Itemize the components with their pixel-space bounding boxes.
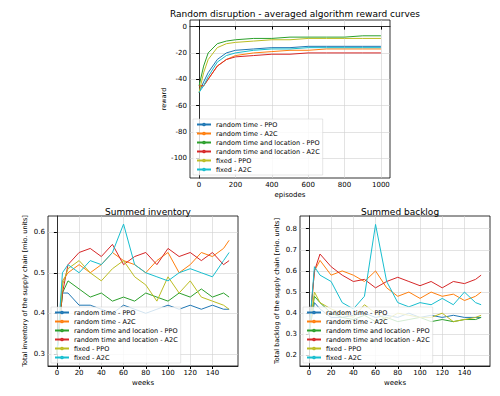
svg-text:reward: reward xyxy=(160,88,168,111)
svg-text:0.5: 0.5 xyxy=(34,269,45,277)
svg-text:140: 140 xyxy=(458,369,471,377)
svg-text:1000: 1000 xyxy=(372,181,390,189)
svg-text:episodes: episodes xyxy=(274,191,305,199)
svg-text:-60: -60 xyxy=(176,102,187,110)
svg-text:0.6: 0.6 xyxy=(34,228,46,236)
svg-text:0.4: 0.4 xyxy=(286,309,298,317)
svg-text:120: 120 xyxy=(184,369,197,377)
svg-text:random time - PPO: random time - PPO xyxy=(326,309,387,317)
svg-text:60: 60 xyxy=(119,369,128,377)
svg-text:weeks: weeks xyxy=(132,379,154,387)
svg-text:0.2: 0.2 xyxy=(286,351,297,359)
svg-text:100: 100 xyxy=(413,369,426,377)
svg-text:0.7: 0.7 xyxy=(286,246,297,254)
svg-text:fixed - PPO: fixed - PPO xyxy=(216,157,251,165)
svg-text:-40: -40 xyxy=(176,75,187,83)
svg-text:400: 400 xyxy=(265,181,278,189)
svg-text:800: 800 xyxy=(338,181,351,189)
svg-text:Summed inventory: Summed inventory xyxy=(105,207,192,217)
svg-text:80: 80 xyxy=(393,369,402,377)
svg-text:random time - PPO: random time - PPO xyxy=(216,121,277,129)
svg-text:Summed backlog: Summed backlog xyxy=(361,207,439,217)
svg-text:random time and location - A2C: random time and location - A2C xyxy=(74,336,178,344)
svg-text:0: 0 xyxy=(307,369,311,377)
svg-text:fixed - PPO: fixed - PPO xyxy=(326,345,361,353)
svg-text:Total backlog of the supply ch: Total backlog of the supply chain [mio. … xyxy=(273,218,281,365)
svg-text:0.8: 0.8 xyxy=(286,225,297,233)
svg-text:100: 100 xyxy=(161,369,174,377)
svg-text:200: 200 xyxy=(229,181,242,189)
svg-text:random time and location - PPO: random time and location - PPO xyxy=(74,327,178,335)
svg-text:random time - A2C: random time - A2C xyxy=(74,318,136,326)
svg-text:20: 20 xyxy=(327,369,336,377)
svg-text:40: 40 xyxy=(97,369,106,377)
svg-text:0.3: 0.3 xyxy=(286,330,297,338)
svg-text:-20: -20 xyxy=(176,49,187,57)
svg-text:fixed - A2C: fixed - A2C xyxy=(74,354,110,362)
svg-text:random time - A2C: random time - A2C xyxy=(326,318,388,326)
svg-text:0: 0 xyxy=(183,23,187,31)
svg-text:-80: -80 xyxy=(176,128,187,136)
svg-text:140: 140 xyxy=(206,369,219,377)
svg-text:-100: -100 xyxy=(171,154,187,162)
svg-text:120: 120 xyxy=(436,369,449,377)
svg-text:weeks: weeks xyxy=(384,379,406,387)
svg-text:random time and location - A2C: random time and location - A2C xyxy=(326,336,430,344)
svg-text:random time and location - PPO: random time and location - PPO xyxy=(326,327,430,335)
svg-text:random time - PPO: random time - PPO xyxy=(74,309,135,317)
svg-text:random time and location - PPO: random time and location - PPO xyxy=(216,139,320,147)
svg-text:40: 40 xyxy=(349,369,358,377)
svg-text:0: 0 xyxy=(197,181,201,189)
svg-text:random time and location - A2C: random time and location - A2C xyxy=(216,148,320,156)
svg-text:0.6: 0.6 xyxy=(286,267,298,275)
svg-text:fixed - A2C: fixed - A2C xyxy=(216,166,252,174)
svg-text:20: 20 xyxy=(75,369,84,377)
svg-text:0.5: 0.5 xyxy=(286,288,297,296)
svg-text:0: 0 xyxy=(55,369,59,377)
svg-text:fixed - A2C: fixed - A2C xyxy=(326,354,362,362)
svg-text:60: 60 xyxy=(371,369,380,377)
svg-text:80: 80 xyxy=(141,369,150,377)
svg-text:600: 600 xyxy=(301,181,314,189)
svg-text:Total inventory of the supply: Total inventory of the supply chain [mio… xyxy=(21,215,29,368)
svg-text:0.3: 0.3 xyxy=(34,350,45,358)
svg-text:fixed - PPO: fixed - PPO xyxy=(74,345,109,353)
svg-text:random time - A2C: random time - A2C xyxy=(216,130,278,138)
svg-text:0.4: 0.4 xyxy=(34,309,46,317)
svg-text:Random disruption - averaged a: Random disruption - averaged algorithm r… xyxy=(170,9,420,19)
